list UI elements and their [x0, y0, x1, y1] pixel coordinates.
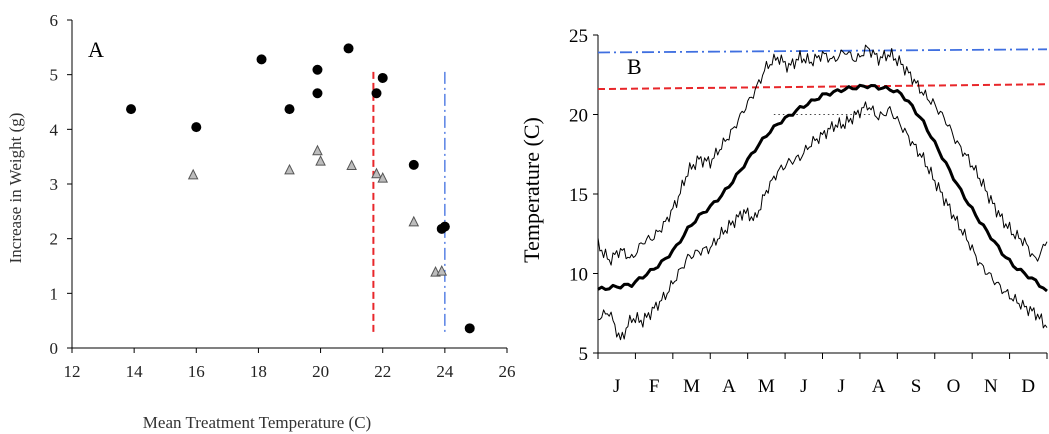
panel-b: Temperature (C) 5 10 15 20 25 J F M A M J J A S O N D B [519, 26, 1048, 397]
panel-b-series-line-min-thin [597, 101, 1048, 341]
panel-a-y-axis-label: Increase in Weight (g) [6, 113, 25, 264]
panel-b-month-label: M [683, 376, 700, 397]
panel-a: A Mean Treatment Temperature (C) Increas… [6, 11, 516, 432]
panel-a-data-point-circle [312, 88, 323, 99]
panel-a-data-point-circle [126, 104, 137, 115]
panel-b-label: B [627, 54, 642, 79]
panel-a-data-point-triangle [377, 172, 389, 183]
panel-b-month-label: O [947, 376, 961, 397]
panel-a-x-tick-label: 12 [64, 362, 81, 381]
panel-a-y-tick-label: 5 [50, 66, 59, 85]
panel-a-x-tick-label: 20 [312, 362, 329, 381]
panel-a-data-point-circle [371, 88, 382, 99]
panel-a-data-point-triangle [436, 264, 448, 276]
panel-a-data-point-triangle [371, 167, 382, 179]
panel-b-threshold-line [597, 48, 1048, 54]
panel-a-x-tick-label: 18 [250, 362, 267, 381]
panel-a-label: A [88, 37, 104, 62]
panel-b-month-label: D [1021, 376, 1035, 397]
panel-a-data-point-circle [256, 54, 267, 65]
panel-b-month-label: J [613, 376, 620, 397]
panel-a-data-point-circle [464, 323, 475, 334]
panel-b-month-label: J [800, 376, 807, 397]
panel-a-data-point-triangle [187, 168, 199, 180]
panel-b-month-label: M [758, 376, 775, 397]
panel-a-y-tick-label: 1 [50, 284, 59, 303]
panel-a-data-point-triangle [315, 155, 326, 166]
panel-a-data-point-circle [377, 72, 388, 83]
panel-a-y-tick-label: 0 [50, 339, 59, 358]
panel-b-series-line-max-thin [597, 44, 1048, 266]
panel-b-y-axis-label: Temperature (C) [519, 117, 544, 263]
panel-b-month-label: A [722, 376, 736, 397]
panel-a-y-tick-label: 3 [50, 175, 59, 194]
panel-a-x-tick-label: 22 [374, 362, 391, 381]
panel-a-x-tick-label: 26 [499, 362, 516, 381]
panel-b-month-label: N [984, 376, 998, 397]
panel-a-data-point-circle [284, 104, 295, 115]
panel-a-data-point-triangle [346, 159, 357, 171]
panel-a-data-point-triangle [312, 144, 323, 156]
panel-a-x-tick-label: 16 [188, 362, 205, 381]
panel-b-series-line-mean-thick [597, 83, 1048, 293]
panel-b-y-tick-label: 10 [569, 265, 588, 286]
panel-a-data-point-circle [343, 43, 354, 54]
panel-a-data-point-triangle [408, 215, 420, 227]
panel-a-y-tick-label: 4 [50, 120, 59, 139]
panel-a-data-point-circle [191, 122, 202, 133]
panel-b-y-tick-label: 5 [579, 344, 589, 365]
panel-b-y-tick-label: 20 [569, 106, 588, 127]
panel-b-month-label: S [911, 376, 922, 397]
panel-a-x-axis-label: Mean Treatment Temperature (C) [143, 413, 371, 432]
panel-b-month-label: A [872, 376, 886, 397]
panel-a-data-point-circle [408, 159, 419, 170]
panel-b-y-tick-label: 15 [569, 185, 588, 206]
panel-a-x-tick-label: 24 [436, 362, 454, 381]
panel-a-x-tick-label: 14 [126, 362, 144, 381]
panel-a-data-point-triangle [284, 163, 295, 175]
panel-b-y-tick-label: 25 [569, 26, 588, 47]
panel-a-y-tick-label: 6 [50, 11, 59, 30]
panel-b-month-label: J [838, 376, 845, 397]
panel-b-month-label: F [649, 376, 660, 397]
panel-a-y-tick-label: 2 [50, 230, 59, 249]
panel-a-data-point-circle [312, 64, 323, 75]
panel-b-threshold-line [597, 83, 1048, 91]
panel-a-data-point-circle [439, 221, 450, 232]
